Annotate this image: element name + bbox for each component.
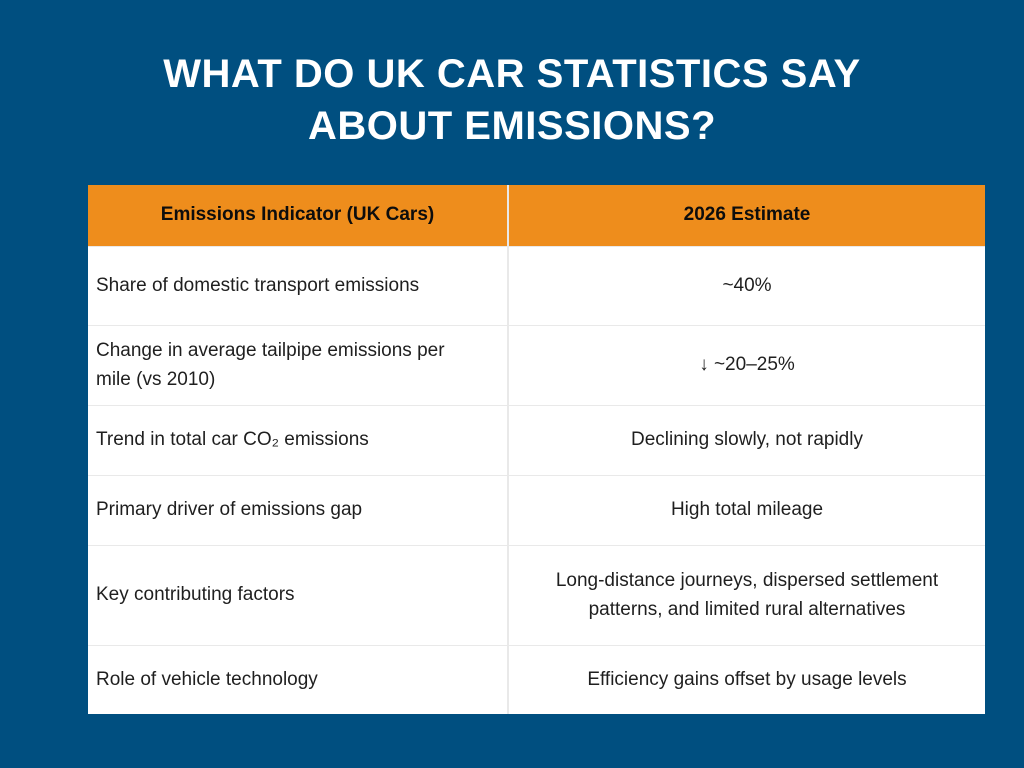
table-row: Share of domestic transport emissions ~4… (88, 246, 985, 325)
indicator-cell: Trend in total car CO₂ emissions (96, 429, 369, 451)
indicator-cell: Primary driver of emissions gap (96, 499, 363, 521)
indicator-cell: Change in average tailpipe emissions per… (96, 340, 445, 390)
indicator-cell: Share of domestic transport emissions (96, 274, 420, 296)
page-title: WHAT DO UK CAR STATISTICS SAY ABOUT EMIS… (0, 48, 1024, 152)
estimate-cell: Efficiency gains offset by usage levels (507, 646, 985, 714)
indicator-cell: Key contributing factors (96, 584, 295, 606)
estimate-cell: ↓ ~20–25% (507, 326, 985, 405)
table-row: Trend in total car CO₂ emissions Declini… (88, 405, 985, 475)
table-header-row: Emissions Indicator (UK Cars) 2026 Estim… (88, 185, 985, 246)
column-header-estimate: 2026 Estimate (507, 185, 985, 246)
column-header-indicator: Emissions Indicator (UK Cars) (160, 204, 435, 226)
estimate-cell: High total mileage (507, 476, 985, 545)
emissions-table: Emissions Indicator (UK Cars) 2026 Estim… (88, 185, 985, 714)
table-row: Primary driver of emissions gap High tot… (88, 475, 985, 545)
page-title-line2: ABOUT EMISSIONS? (307, 104, 717, 148)
estimate-cell: Declining slowly, not rapidly (507, 406, 985, 475)
estimate-cell: Long-distance journeys, dispersed settle… (507, 546, 985, 645)
table-row: Key contributing factors Long-distance j… (88, 545, 985, 645)
estimate-cell: ~40% (507, 247, 985, 325)
table-row: Change in average tailpipe emissions per… (88, 325, 985, 405)
table-row: Role of vehicle technology Efficiency ga… (88, 645, 985, 714)
page-title-line1: WHAT DO UK CAR STATISTICS SAY (163, 52, 861, 96)
indicator-cell: Role of vehicle technology (96, 668, 318, 690)
